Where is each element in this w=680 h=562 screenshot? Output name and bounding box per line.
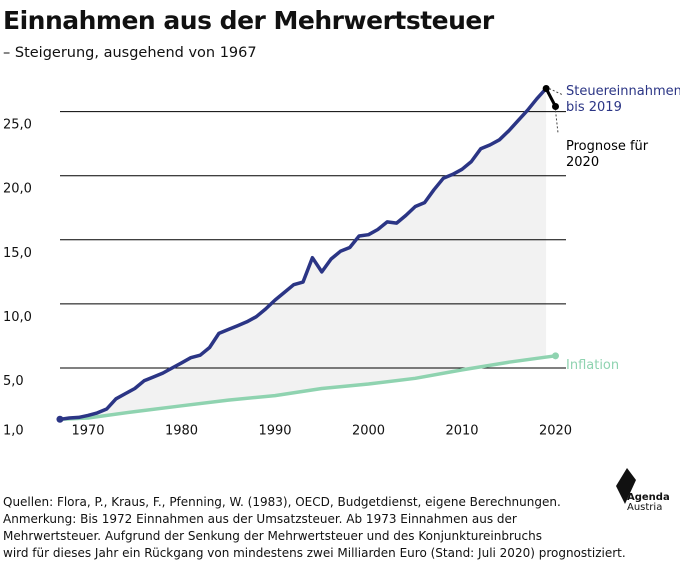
sources-text: Quellen: Flora, P., Kraus, F., Pfenning,… bbox=[3, 495, 561, 509]
inflation-end-point bbox=[552, 352, 559, 360]
logo-text: Agenda Austria bbox=[627, 493, 670, 513]
forecast-series-label: 2020 bbox=[566, 155, 599, 170]
x-tick-label: 1980 bbox=[165, 423, 198, 438]
y-tick-label: 10,0 bbox=[3, 310, 32, 325]
forecast-label-leader bbox=[555, 110, 559, 134]
x-tick-label: 2020 bbox=[539, 423, 572, 438]
forecast-2020-point bbox=[552, 102, 559, 110]
tax-revenue-series-line bbox=[58, 86, 548, 422]
chart-title: Einnahmen aus der Mehrwertsteuer bbox=[3, 6, 494, 35]
note-line-1: Anmerkung: Bis 1972 Einnahmen aus der Um… bbox=[3, 512, 517, 526]
inflation-series-label: Inflation bbox=[566, 358, 619, 373]
tax-2019-point bbox=[542, 85, 550, 93]
line-chart: 1,0 5,0 10,0 15,0 20,0 25,0 1970 1980 1990 2000 20… bbox=[3, 84, 680, 438]
x-tick-label: 2000 bbox=[352, 423, 385, 438]
chart-subtitle: – Steigerung, ausgehend von 1967 bbox=[3, 45, 257, 61]
note-line-2: Mehrwertsteuer. Aufgrund der Senkung der… bbox=[3, 529, 542, 543]
x-tick-label: 2010 bbox=[445, 423, 478, 438]
y-tick-label: 1,0 bbox=[3, 423, 24, 438]
note-line-3: wird für dieses Jahr ein Rückgang von mi… bbox=[3, 546, 626, 560]
chart-footer: Quellen: Flora, P., Kraus, F., Pfenning,… bbox=[3, 494, 679, 562]
logo-line-1: Agenda bbox=[627, 492, 670, 503]
y-tick-label: 5,0 bbox=[3, 374, 24, 389]
x-tick-label: 1970 bbox=[71, 423, 104, 438]
inflation-series-line bbox=[58, 354, 558, 422]
agenda-austria-logo-icon bbox=[616, 468, 636, 504]
tax-series-label: bis 2019 bbox=[566, 100, 622, 115]
y-tick-label: 15,0 bbox=[3, 246, 32, 261]
forecast-series-label: Prognose für bbox=[566, 139, 649, 154]
tax-start-point bbox=[56, 415, 64, 423]
tax-label-leader bbox=[548, 88, 564, 96]
logo-line-2: Austria bbox=[627, 502, 663, 513]
y-tick-label: 20,0 bbox=[3, 182, 32, 197]
x-tick-label: 1990 bbox=[258, 423, 291, 438]
area-between-series bbox=[60, 88, 547, 420]
tax-series-label: Steuereinnahmen bbox=[566, 84, 680, 99]
y-tick-label: 25,0 bbox=[3, 118, 32, 133]
